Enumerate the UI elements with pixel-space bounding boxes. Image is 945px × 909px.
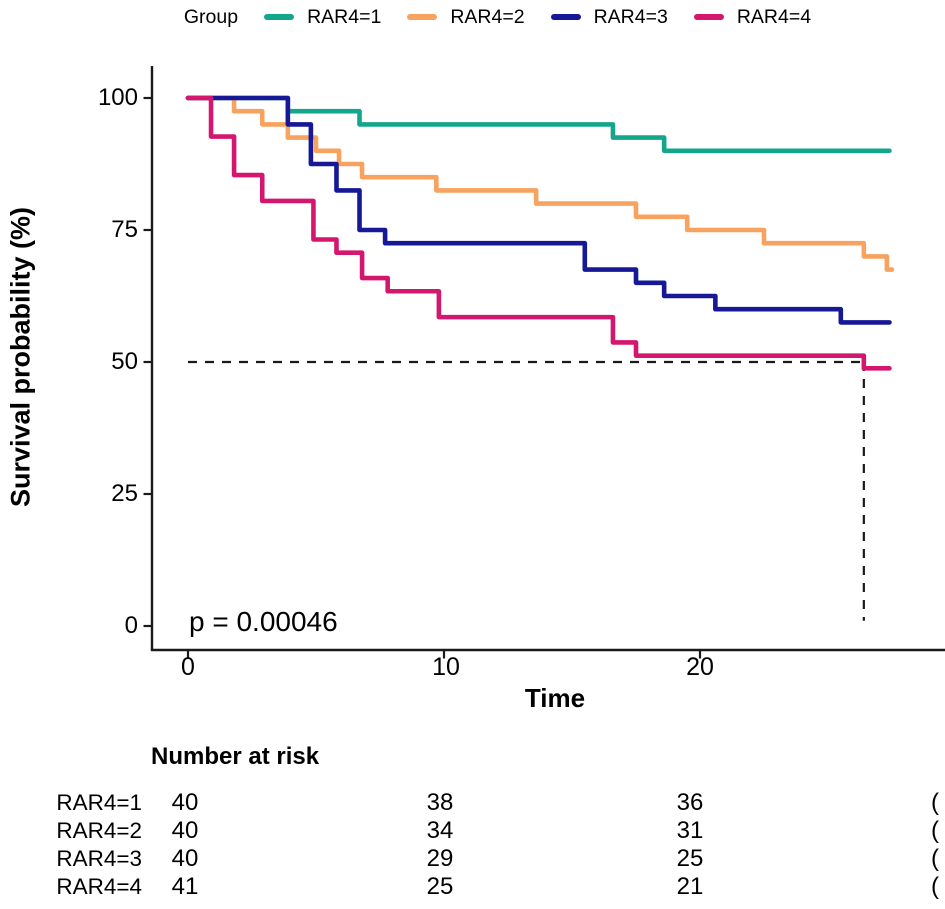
risk-count-t20: 25 [676, 845, 704, 872]
risk-table-row: RAR4=4 41 25 21 ( [0, 873, 945, 900]
risk-count-t0: 40 [171, 789, 199, 816]
risk-table-row: RAR4=3 40 29 25 ( [0, 845, 945, 872]
x-axis-title: Time [524, 683, 586, 713]
risk-count-t20: 31 [676, 817, 704, 844]
risk-count-clipped: ( [931, 789, 939, 816]
risk-count-t0: 41 [171, 873, 199, 900]
risk-count-t20: 21 [676, 873, 704, 900]
risk-count-t20: 36 [676, 789, 704, 816]
legend-item-label: RAR4=1 [307, 5, 382, 28]
y-tick-label-25: 25 [111, 480, 138, 507]
y-tick-label-100: 100 [97, 84, 138, 111]
p-value-annotation: p = 0.00046 [189, 606, 338, 637]
legend-key-icon [550, 13, 581, 21]
km-curve-RAR4=3 [185, 95, 892, 325]
legend-item-label: RAR4=3 [593, 5, 668, 28]
legend-item-label: RAR4=4 [736, 5, 812, 28]
legend-key-icon [407, 13, 438, 21]
legend: Group RAR4=1 RAR4=2 RAR4=3 RAR4=4 [50, 1, 945, 33]
risk-table-row: RAR4=2 40 34 31 ( [0, 817, 945, 844]
km-curve-RAR4=2 [185, 95, 895, 272]
legend-item-rar4-1: RAR4=1 [264, 6, 381, 29]
y-tick-label-75: 75 [111, 216, 138, 243]
risk-count-t10: 34 [426, 817, 454, 844]
x-tick-label-20: 20 [686, 653, 714, 681]
risk-count-t10: 25 [426, 873, 454, 900]
risk-count-t0: 40 [171, 845, 199, 872]
legend-title: Group [183, 5, 239, 28]
x-tick-label-0: 0 [181, 653, 195, 681]
risk-count-t10: 38 [426, 789, 454, 816]
risk-row-label: RAR4=4 [56, 874, 142, 899]
legend-key-icon [264, 13, 295, 21]
risk-table-title: Number at risk [151, 743, 320, 770]
risk-row-label: RAR4=2 [56, 818, 142, 843]
legend-item-label: RAR4=2 [450, 5, 525, 28]
legend-item-rar4-4: RAR4=4 [693, 5, 812, 29]
risk-table-row: RAR4=1 40 38 36 ( [0, 789, 945, 816]
y-tick-label-0: 0 [124, 612, 138, 639]
legend-key-icon [693, 13, 724, 21]
risk-row-label: RAR4=3 [56, 846, 142, 871]
risk-count-clipped: ( [931, 873, 939, 900]
risk-row-label: RAR4=1 [56, 790, 142, 815]
km-curve-RAR4=4 [185, 95, 892, 371]
y-tick-label-50: 50 [111, 348, 138, 375]
x-tick-label-10: 10 [432, 653, 460, 681]
risk-count-clipped: ( [931, 845, 939, 872]
risk-count-t0: 40 [171, 817, 199, 844]
legend-item-rar4-3: RAR4=3 [550, 5, 668, 29]
risk-count-t10: 29 [426, 845, 454, 872]
legend-item-rar4-2: RAR4=2 [407, 5, 525, 29]
risk-count-clipped: ( [931, 817, 939, 844]
